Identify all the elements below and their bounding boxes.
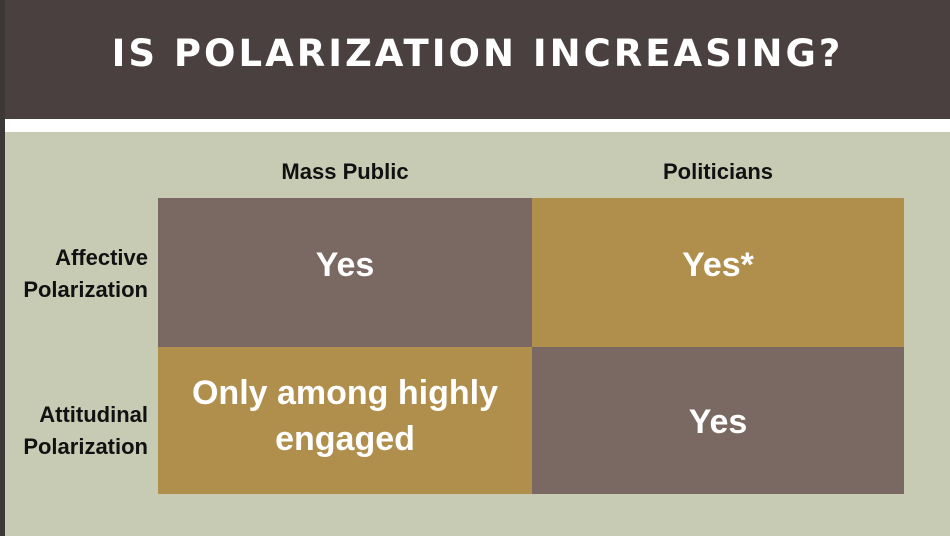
left-edge-stripe <box>0 0 5 536</box>
cell-affective-mass-public-text: Yes <box>315 246 375 284</box>
cell-attitudinal-mass-public-text: Only among highly engaged <box>191 373 499 458</box>
cell-affective-politicians-text: Yes* <box>682 246 754 284</box>
row-header-affective: Affective Polarization <box>5 242 148 306</box>
cell-attitudinal-politicians-text: Yes <box>688 403 748 441</box>
column-header-mass-public: Mass Public <box>281 159 409 184</box>
row-header-affective-line1: Affective <box>55 245 148 270</box>
slide-title: IS POLARIZATION INCREASING? <box>111 32 844 75</box>
row-header-attitudinal-line2: Polarization <box>23 434 148 459</box>
title-divider <box>5 119 950 132</box>
cell-attitudinal-politicians: Yes <box>532 347 904 494</box>
cell-attitudinal-mass-public: Only among highly engaged <box>158 347 532 494</box>
column-header-politicians: Politicians <box>662 159 774 184</box>
row-header-affective-line2: Polarization <box>23 277 148 302</box>
cell-affective-politicians: Yes* <box>532 198 904 347</box>
row-header-attitudinal-line1: Attitudinal <box>39 402 148 427</box>
title-bar: IS POLARIZATION INCREASING? <box>5 0 950 119</box>
cell-affective-mass-public: Yes <box>158 198 532 347</box>
row-header-attitudinal: Attitudinal Polarization <box>5 399 148 463</box>
